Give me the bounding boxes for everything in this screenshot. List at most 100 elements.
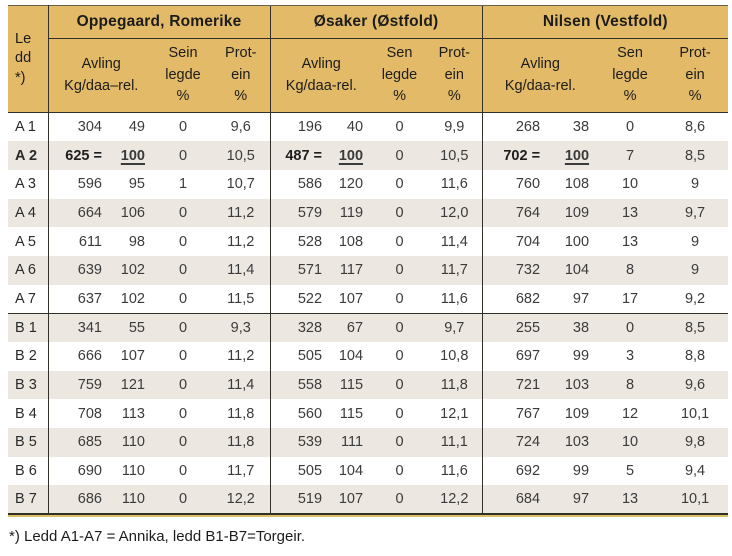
cell-rel: 100: [106, 141, 154, 170]
cell-rel: 109: [544, 399, 599, 429]
cell-kg: 586: [269, 169, 327, 199]
cell-prot: 11,4: [212, 255, 271, 285]
row-label: B 4: [8, 399, 49, 429]
row-label: A 1: [8, 112, 49, 142]
cell-prot: 10,1: [662, 399, 729, 429]
cell-legde: 10: [598, 169, 663, 199]
cell-prot: 12,2: [212, 485, 271, 515]
cell-kg: 724: [481, 428, 545, 457]
cell-kg: 579: [269, 198, 327, 228]
cell-rel: 106: [106, 198, 154, 228]
cell-prot: 12,1: [427, 399, 483, 429]
legde-header-osaker: Sen legde %: [372, 38, 428, 113]
cell-rel: 97: [544, 485, 599, 515]
cell-kg: 196: [269, 112, 327, 142]
table-row: A 6 639 102 0 11,4 571 117 0 11,7 732 104 8 9: [8, 255, 729, 285]
cell-prot: 11,4: [212, 370, 271, 400]
cell-rel: 120: [326, 169, 373, 199]
cell-rel: 113: [106, 399, 154, 429]
cell-rel: 38: [544, 312, 599, 342]
protein-header-osaker: Prot- ein %: [427, 38, 483, 113]
cell-kg: 690: [47, 456, 106, 486]
group-title-row: Le dd *) Oppegaard, Romerike Øsaker (Øst…: [8, 5, 729, 113]
cell-kg: 692: [481, 456, 545, 486]
row-label: A 5: [8, 227, 49, 256]
row-label: A 2: [8, 141, 49, 170]
table-row: B 7 686 110 0 12,2 519 107 0 12,2 684 97 13 10,1: [8, 485, 729, 515]
cell-rel: 99: [544, 456, 599, 486]
cell-prot: 11,7: [427, 255, 483, 285]
cell-prot: 9: [662, 255, 729, 285]
cell-rel: 102: [106, 255, 154, 285]
cell-prot: 9,7: [427, 312, 483, 342]
avling-header-oppegaard: Avling Kg/daa–rel.: [47, 38, 154, 113]
cell-prot: 8,5: [662, 141, 729, 170]
cell-prot: 9,6: [662, 370, 729, 400]
cell-kg: 328: [269, 312, 327, 342]
cell-prot: 12,2: [427, 485, 483, 515]
cell-prot: 10,5: [212, 141, 271, 170]
cell-kg: 625 =: [47, 141, 106, 170]
cell-prot: 11,2: [212, 198, 271, 228]
cell-prot: 9,9: [427, 112, 483, 142]
cell-rel: 102: [106, 284, 154, 314]
cell-prot: 11,8: [212, 428, 271, 457]
cell-legde: 0: [372, 169, 428, 199]
cell-legde: 13: [598, 485, 663, 515]
cell-rel: 38: [544, 112, 599, 142]
cell-prot: 9: [662, 169, 729, 199]
cell-legde: 0: [598, 112, 663, 142]
protein-header-nilsen: Prot- ein %: [662, 38, 729, 113]
cell-prot: 11,8: [427, 370, 483, 400]
row-label: B 1: [8, 312, 49, 342]
cell-legde: 0: [154, 342, 212, 371]
cell-kg: 702 =: [481, 141, 545, 170]
cell-rel: 110: [106, 485, 154, 515]
cell-prot: 11,2: [212, 227, 271, 256]
cell-kg: 505: [269, 456, 327, 486]
cell-kg: 639: [47, 255, 106, 285]
cell-rel: 110: [106, 428, 154, 457]
cell-rel: 104: [544, 255, 599, 285]
cell-rel: 108: [326, 227, 373, 256]
cell-legde: 0: [372, 255, 428, 285]
cell-legde: 12: [598, 399, 663, 429]
cell-kg: 519: [269, 485, 327, 515]
protein-header-oppegaard: Prot- ein %: [212, 38, 271, 113]
cell-prot: 8,6: [662, 112, 729, 142]
cell-prot: 11,2: [212, 342, 271, 371]
cell-rel: 107: [326, 485, 373, 515]
cell-legde: 0: [154, 456, 212, 486]
cell-legde: 0: [154, 227, 212, 256]
cell-rel: 117: [326, 255, 373, 285]
cell-legde: 0: [372, 312, 428, 342]
results-table: Le dd *) Oppegaard, Romerike Øsaker (Øst…: [8, 5, 729, 516]
cell-rel: 49: [106, 112, 154, 142]
footnote: *) Ledd A1-A7 = Annika, ledd B1-B7=Torge…: [9, 528, 306, 546]
cell-kg: 767: [481, 399, 545, 429]
cell-kg: 522: [269, 284, 327, 314]
cell-rel: 104: [326, 342, 373, 371]
cell-legde: 0: [154, 255, 212, 285]
cell-prot: 11,8: [212, 399, 271, 429]
reference-value: 100: [564, 147, 590, 164]
cell-legde: 0: [154, 428, 212, 457]
cell-kg: 708: [47, 399, 106, 429]
cell-kg: 611: [47, 227, 106, 256]
table-row: B 5 685 110 0 11,8 539 111 0 11,1 724 103 10 9,8: [8, 428, 729, 457]
avling-header-nilsen: Avling Kg/daa-rel.: [481, 38, 599, 113]
cell-prot: 10,8: [427, 342, 483, 371]
cell-kg: 686: [47, 485, 106, 515]
cell-kg: 759: [47, 370, 106, 400]
cell-prot: 9,4: [662, 456, 729, 486]
cell-rel: 95: [106, 169, 154, 199]
cell-legde: 5: [598, 456, 663, 486]
cell-prot: 10,5: [427, 141, 483, 170]
cell-rel: 103: [544, 370, 599, 400]
cell-kg: 255: [481, 312, 545, 342]
legde-header-oppegaard: Sein legde %: [154, 38, 212, 113]
cell-prot: 9,7: [662, 198, 729, 228]
cell-legde: 0: [154, 370, 212, 400]
cell-legde: 0: [372, 399, 428, 429]
cell-legde: 0: [154, 284, 212, 314]
